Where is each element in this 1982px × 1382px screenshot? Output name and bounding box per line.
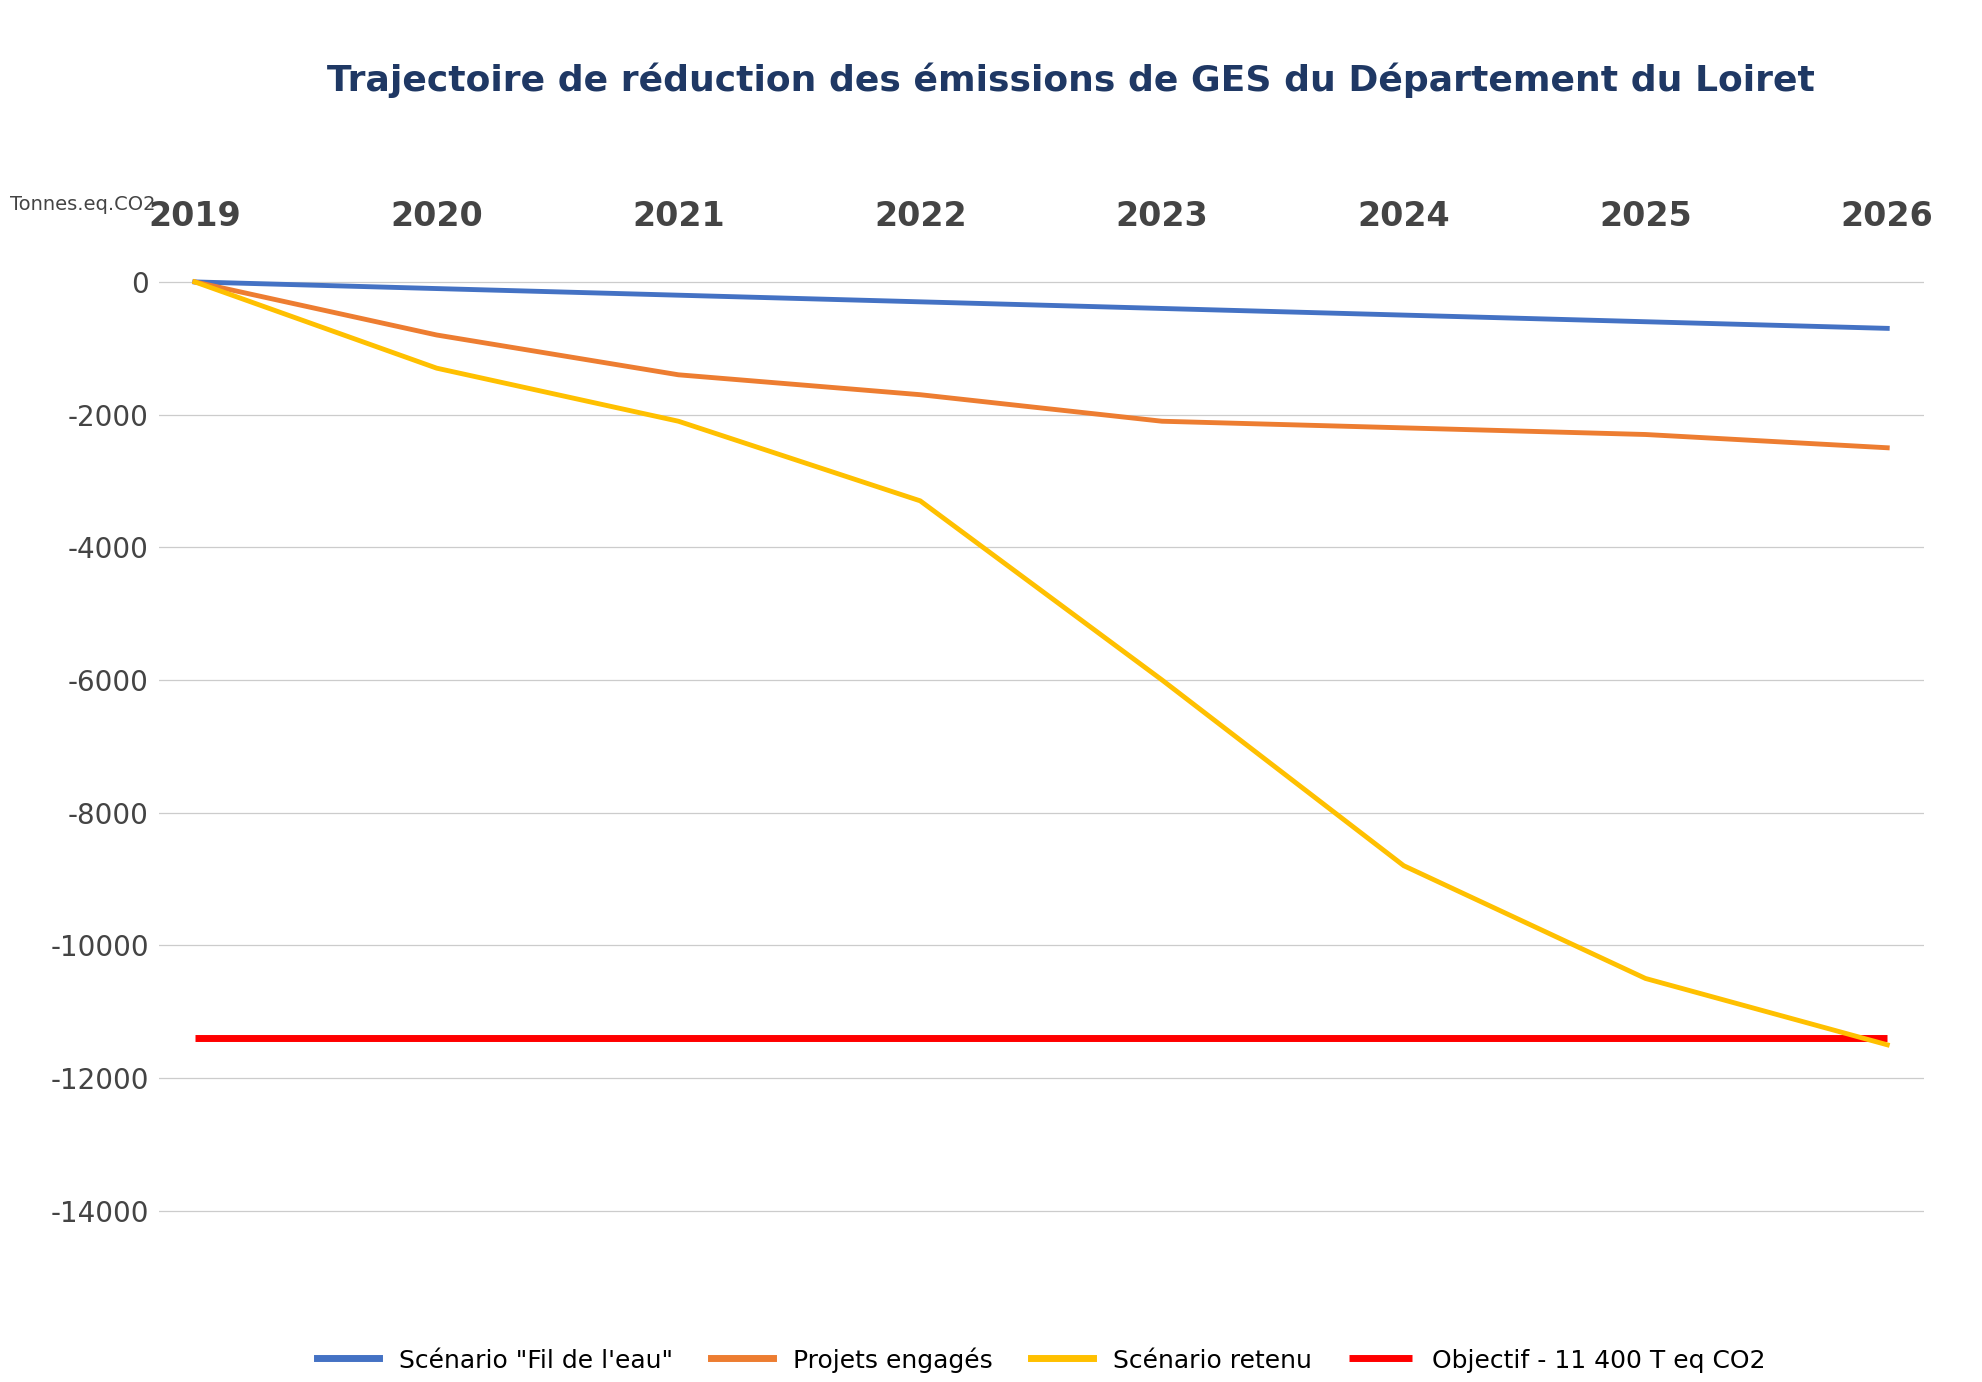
Scénario retenu <box>182 274 206 290</box>
Scénario retenu <box>1150 672 1173 688</box>
Projets engagés <box>908 387 932 404</box>
Scénario "Fil de l'eau" <box>1150 300 1173 316</box>
Projets engagés <box>1633 426 1657 442</box>
Scénario retenu <box>1391 857 1415 873</box>
Legend: Scénario "Fil de l'eau", Projets engagés, Scénario retenu, Objectif - 11 400 T e: Scénario "Fil de l'eau", Projets engagés… <box>303 1335 1778 1382</box>
Projets engagés <box>424 326 448 343</box>
Scénario retenu <box>666 413 690 430</box>
Scénario retenu <box>908 492 932 509</box>
Projets engagés <box>1150 413 1173 430</box>
Projets engagés <box>1875 439 1899 456</box>
Scénario "Fil de l'eau" <box>182 274 206 290</box>
Scénario "Fil de l'eau" <box>666 287 690 304</box>
Line: Projets engagés: Projets engagés <box>194 282 1887 448</box>
Projets engagés <box>666 366 690 383</box>
Text: Trajectoire de réduction des émissions de GES du Département du Loiret: Trajectoire de réduction des émissions d… <box>327 62 1814 98</box>
Line: Scénario retenu: Scénario retenu <box>194 282 1887 1045</box>
Scénario "Fil de l'eau" <box>1391 307 1415 323</box>
Scénario retenu <box>424 359 448 376</box>
Scénario "Fil de l'eau" <box>424 281 448 297</box>
Scénario "Fil de l'eau" <box>908 293 932 310</box>
Scénario retenu <box>1875 1036 1899 1053</box>
Text: Tonnes.eq.CO2: Tonnes.eq.CO2 <box>10 195 155 214</box>
Scénario "Fil de l'eau" <box>1875 321 1899 337</box>
Scénario "Fil de l'eau" <box>1633 314 1657 330</box>
Projets engagés <box>1391 420 1415 437</box>
Line: Scénario "Fil de l'eau": Scénario "Fil de l'eau" <box>194 282 1887 329</box>
Scénario retenu <box>1633 970 1657 987</box>
Projets engagés <box>182 274 206 290</box>
